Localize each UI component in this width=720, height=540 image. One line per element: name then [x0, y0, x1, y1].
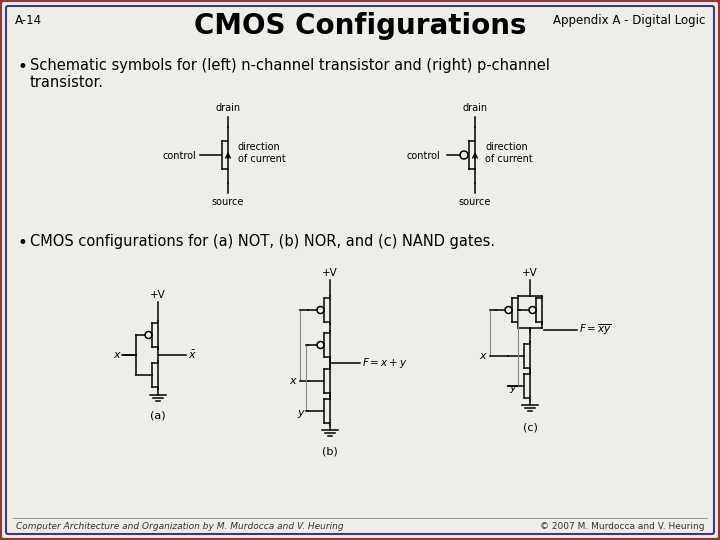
Text: CMOS configurations for (a) NOT, (b) NOR, and (c) NAND gates.: CMOS configurations for (a) NOT, (b) NOR… [30, 234, 495, 249]
Text: x: x [113, 350, 120, 360]
Text: © 2007 M. Murdocca and V. Heuring: © 2007 M. Murdocca and V. Heuring [539, 522, 704, 531]
Text: $\bar{x}$: $\bar{x}$ [188, 349, 197, 361]
Text: direction: direction [238, 142, 281, 152]
Text: Appendix A - Digital Logic: Appendix A - Digital Logic [553, 14, 705, 27]
Text: of current: of current [238, 154, 286, 164]
Text: $F = \overline{xy}$: $F = \overline{xy}$ [579, 322, 612, 338]
Text: Schematic symbols for (left) n-channel transistor and (right) p-channel
transist: Schematic symbols for (left) n-channel t… [30, 58, 550, 90]
Text: source: source [212, 197, 244, 207]
Text: CMOS Configurations: CMOS Configurations [194, 12, 526, 40]
Text: +V: +V [522, 268, 538, 278]
Text: A-14: A-14 [15, 14, 42, 27]
Text: x: x [480, 351, 486, 361]
Text: $F = x + y$: $F = x + y$ [362, 356, 408, 370]
Text: (b): (b) [322, 447, 338, 457]
Text: •: • [18, 234, 28, 252]
FancyBboxPatch shape [6, 6, 714, 534]
Text: x: x [289, 376, 296, 386]
Text: y: y [509, 383, 516, 393]
Text: direction: direction [485, 142, 528, 152]
Text: y: y [297, 408, 304, 418]
Text: Computer Architecture and Organization by M. Murdocca and V. Heuring: Computer Architecture and Organization b… [16, 522, 343, 531]
Text: drain: drain [215, 103, 240, 113]
Text: source: source [459, 197, 491, 207]
Text: •: • [18, 58, 28, 76]
Text: (c): (c) [523, 422, 537, 432]
Text: drain: drain [462, 103, 487, 113]
Text: +V: +V [150, 290, 166, 300]
Text: of current: of current [485, 154, 533, 164]
Text: (a): (a) [150, 411, 166, 421]
Text: control: control [162, 151, 196, 161]
Text: +V: +V [322, 268, 338, 278]
Text: control: control [406, 151, 440, 161]
